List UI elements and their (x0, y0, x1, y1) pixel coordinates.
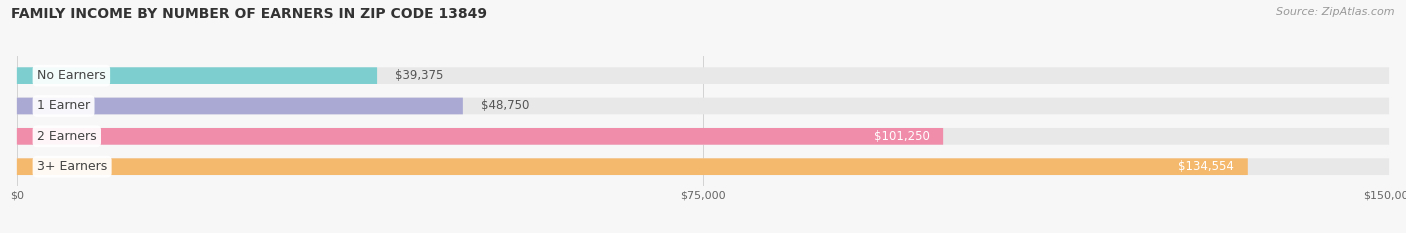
Text: $48,750: $48,750 (481, 99, 530, 113)
Text: Source: ZipAtlas.com: Source: ZipAtlas.com (1277, 7, 1395, 17)
FancyBboxPatch shape (17, 158, 1247, 175)
FancyBboxPatch shape (17, 67, 1389, 84)
FancyBboxPatch shape (17, 98, 1389, 114)
Text: $134,554: $134,554 (1178, 160, 1234, 173)
Text: 2 Earners: 2 Earners (37, 130, 97, 143)
FancyBboxPatch shape (17, 98, 463, 114)
FancyBboxPatch shape (17, 128, 943, 145)
Text: 1 Earner: 1 Earner (37, 99, 90, 113)
Text: No Earners: No Earners (37, 69, 105, 82)
Text: 3+ Earners: 3+ Earners (37, 160, 107, 173)
Text: $39,375: $39,375 (395, 69, 444, 82)
FancyBboxPatch shape (17, 67, 377, 84)
FancyBboxPatch shape (17, 158, 1389, 175)
Text: FAMILY INCOME BY NUMBER OF EARNERS IN ZIP CODE 13849: FAMILY INCOME BY NUMBER OF EARNERS IN ZI… (11, 7, 488, 21)
FancyBboxPatch shape (17, 128, 1389, 145)
Text: $101,250: $101,250 (873, 130, 929, 143)
